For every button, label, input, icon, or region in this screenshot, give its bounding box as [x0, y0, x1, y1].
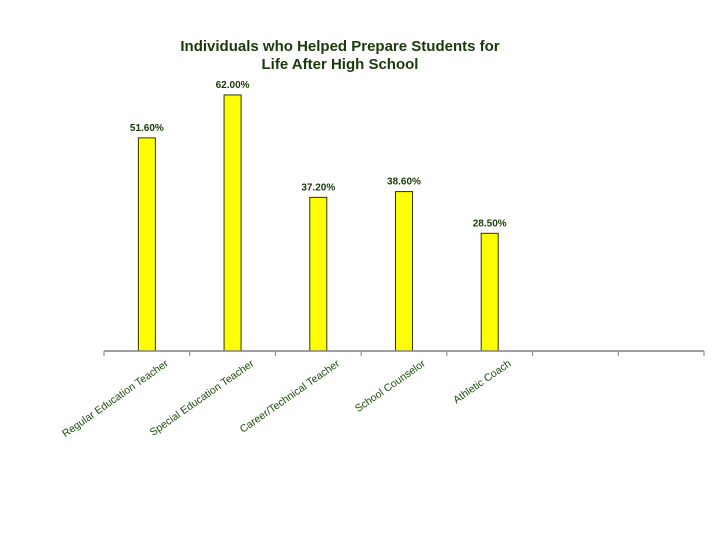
bar — [309, 196, 328, 352]
bars-layer — [137, 94, 499, 352]
bar — [480, 232, 499, 352]
data-label: 28.50% — [473, 218, 507, 229]
data-label: 51.60% — [130, 123, 164, 134]
data-labels-layer: 51.60% 62.00% 37.20% 38.60% 28.50% — [130, 80, 507, 229]
data-label: 38.60% — [387, 177, 421, 188]
chart-title-line-2: Life After High School — [261, 56, 419, 73]
category-label: Athletic Coach — [451, 358, 513, 407]
bar — [137, 137, 156, 352]
data-label: 37.20% — [301, 182, 335, 193]
chart-title-line-1: Individuals who Helped Prepare Students … — [180, 38, 500, 55]
x-axis — [103, 350, 705, 356]
data-label: 62.00% — [216, 80, 250, 91]
bar — [395, 191, 413, 352]
chart-title: Individuals who Helped Prepare Students … — [140, 38, 540, 74]
bar — [223, 94, 242, 352]
category-label: School Counselor — [353, 357, 428, 415]
